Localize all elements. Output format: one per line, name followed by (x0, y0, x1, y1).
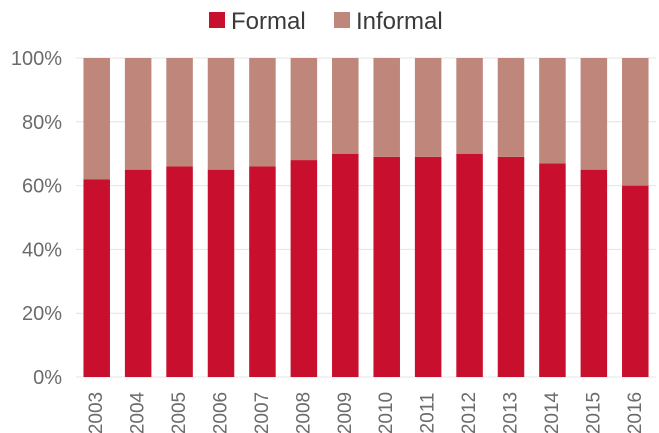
bar-informal-2009 (332, 58, 359, 154)
bar-formal-2010 (373, 156, 400, 377)
bar-informal-2016 (622, 58, 649, 186)
x-tick-label-2011: 2011 (418, 393, 439, 433)
x-tick-label-2013: 2013 (501, 392, 522, 433)
y-tick-label: 0% (33, 367, 62, 389)
legend-label-formal: Formal (231, 8, 306, 35)
bar-informal-2013 (497, 58, 525, 157)
x-tick-label-2008: 2008 (293, 392, 314, 433)
x-tick-label-2005: 2005 (169, 392, 190, 433)
bar-formal-2008 (290, 160, 318, 377)
legend: Formal Informal (209, 8, 443, 35)
bar-informal-2005 (166, 58, 193, 167)
bars (83, 58, 649, 377)
legend-swatch-formal (209, 12, 225, 28)
x-tick-label-2014: 2014 (542, 391, 563, 433)
x-tick-label-2009: 2009 (335, 392, 356, 433)
x-tick-label-2004: 2004 (128, 391, 149, 433)
bar-informal-2014 (539, 58, 566, 164)
gridlines (76, 57, 656, 378)
bar-informal-2008 (290, 58, 318, 161)
x-tick-label-2003: 2003 (86, 392, 107, 433)
bar-informal-2012 (456, 58, 483, 154)
y-axis-tick-labels: 0% 20% 40% 60% 80% 100% (11, 48, 62, 389)
bar-formal-2006 (207, 169, 235, 377)
x-axis-tick-labels: 2003 2004 2005 2006 2007 2008 2009 2010 2011 2012… (86, 391, 646, 433)
bar-formal-2005 (166, 166, 193, 377)
x-tick-label-2007: 2007 (252, 392, 273, 433)
y-tick-label: 100% (11, 48, 62, 70)
x-tick-label-2012: 2012 (459, 392, 480, 433)
bar-informal-2010 (373, 58, 400, 157)
legend-label-informal: Informal (356, 8, 443, 35)
bar-formal-2013 (497, 156, 525, 377)
y-tick-label: 20% (22, 303, 62, 325)
y-tick-label: 60% (22, 176, 62, 198)
bar-formal-2011 (414, 156, 442, 377)
bar-informal-2011 (414, 58, 442, 157)
bar-informal-2006 (207, 58, 235, 170)
bar-informal-2003 (83, 58, 110, 180)
y-tick-label: 80% (22, 112, 62, 134)
x-tick-label-2015: 2015 (583, 392, 604, 433)
bar-formal-2012 (456, 153, 483, 377)
bar-formal-2015 (580, 169, 608, 377)
bar-formal-2003 (83, 179, 110, 377)
bar-formal-2007 (249, 166, 276, 377)
bar-formal-2016 (622, 185, 649, 377)
bar-formal-2009 (332, 153, 359, 377)
y-tick-label: 40% (22, 239, 62, 261)
bar-formal-2004 (124, 169, 152, 377)
x-tick-label-2006: 2006 (211, 392, 232, 433)
bar-informal-2004 (124, 58, 152, 170)
bar-formal-2014 (539, 163, 566, 377)
x-tick-label-2010: 2010 (376, 392, 397, 433)
bar-informal-2007 (249, 58, 276, 167)
x-tick-label-2016: 2016 (625, 392, 646, 433)
legend-swatch-informal (334, 12, 350, 28)
bar-informal-2015 (580, 58, 608, 170)
